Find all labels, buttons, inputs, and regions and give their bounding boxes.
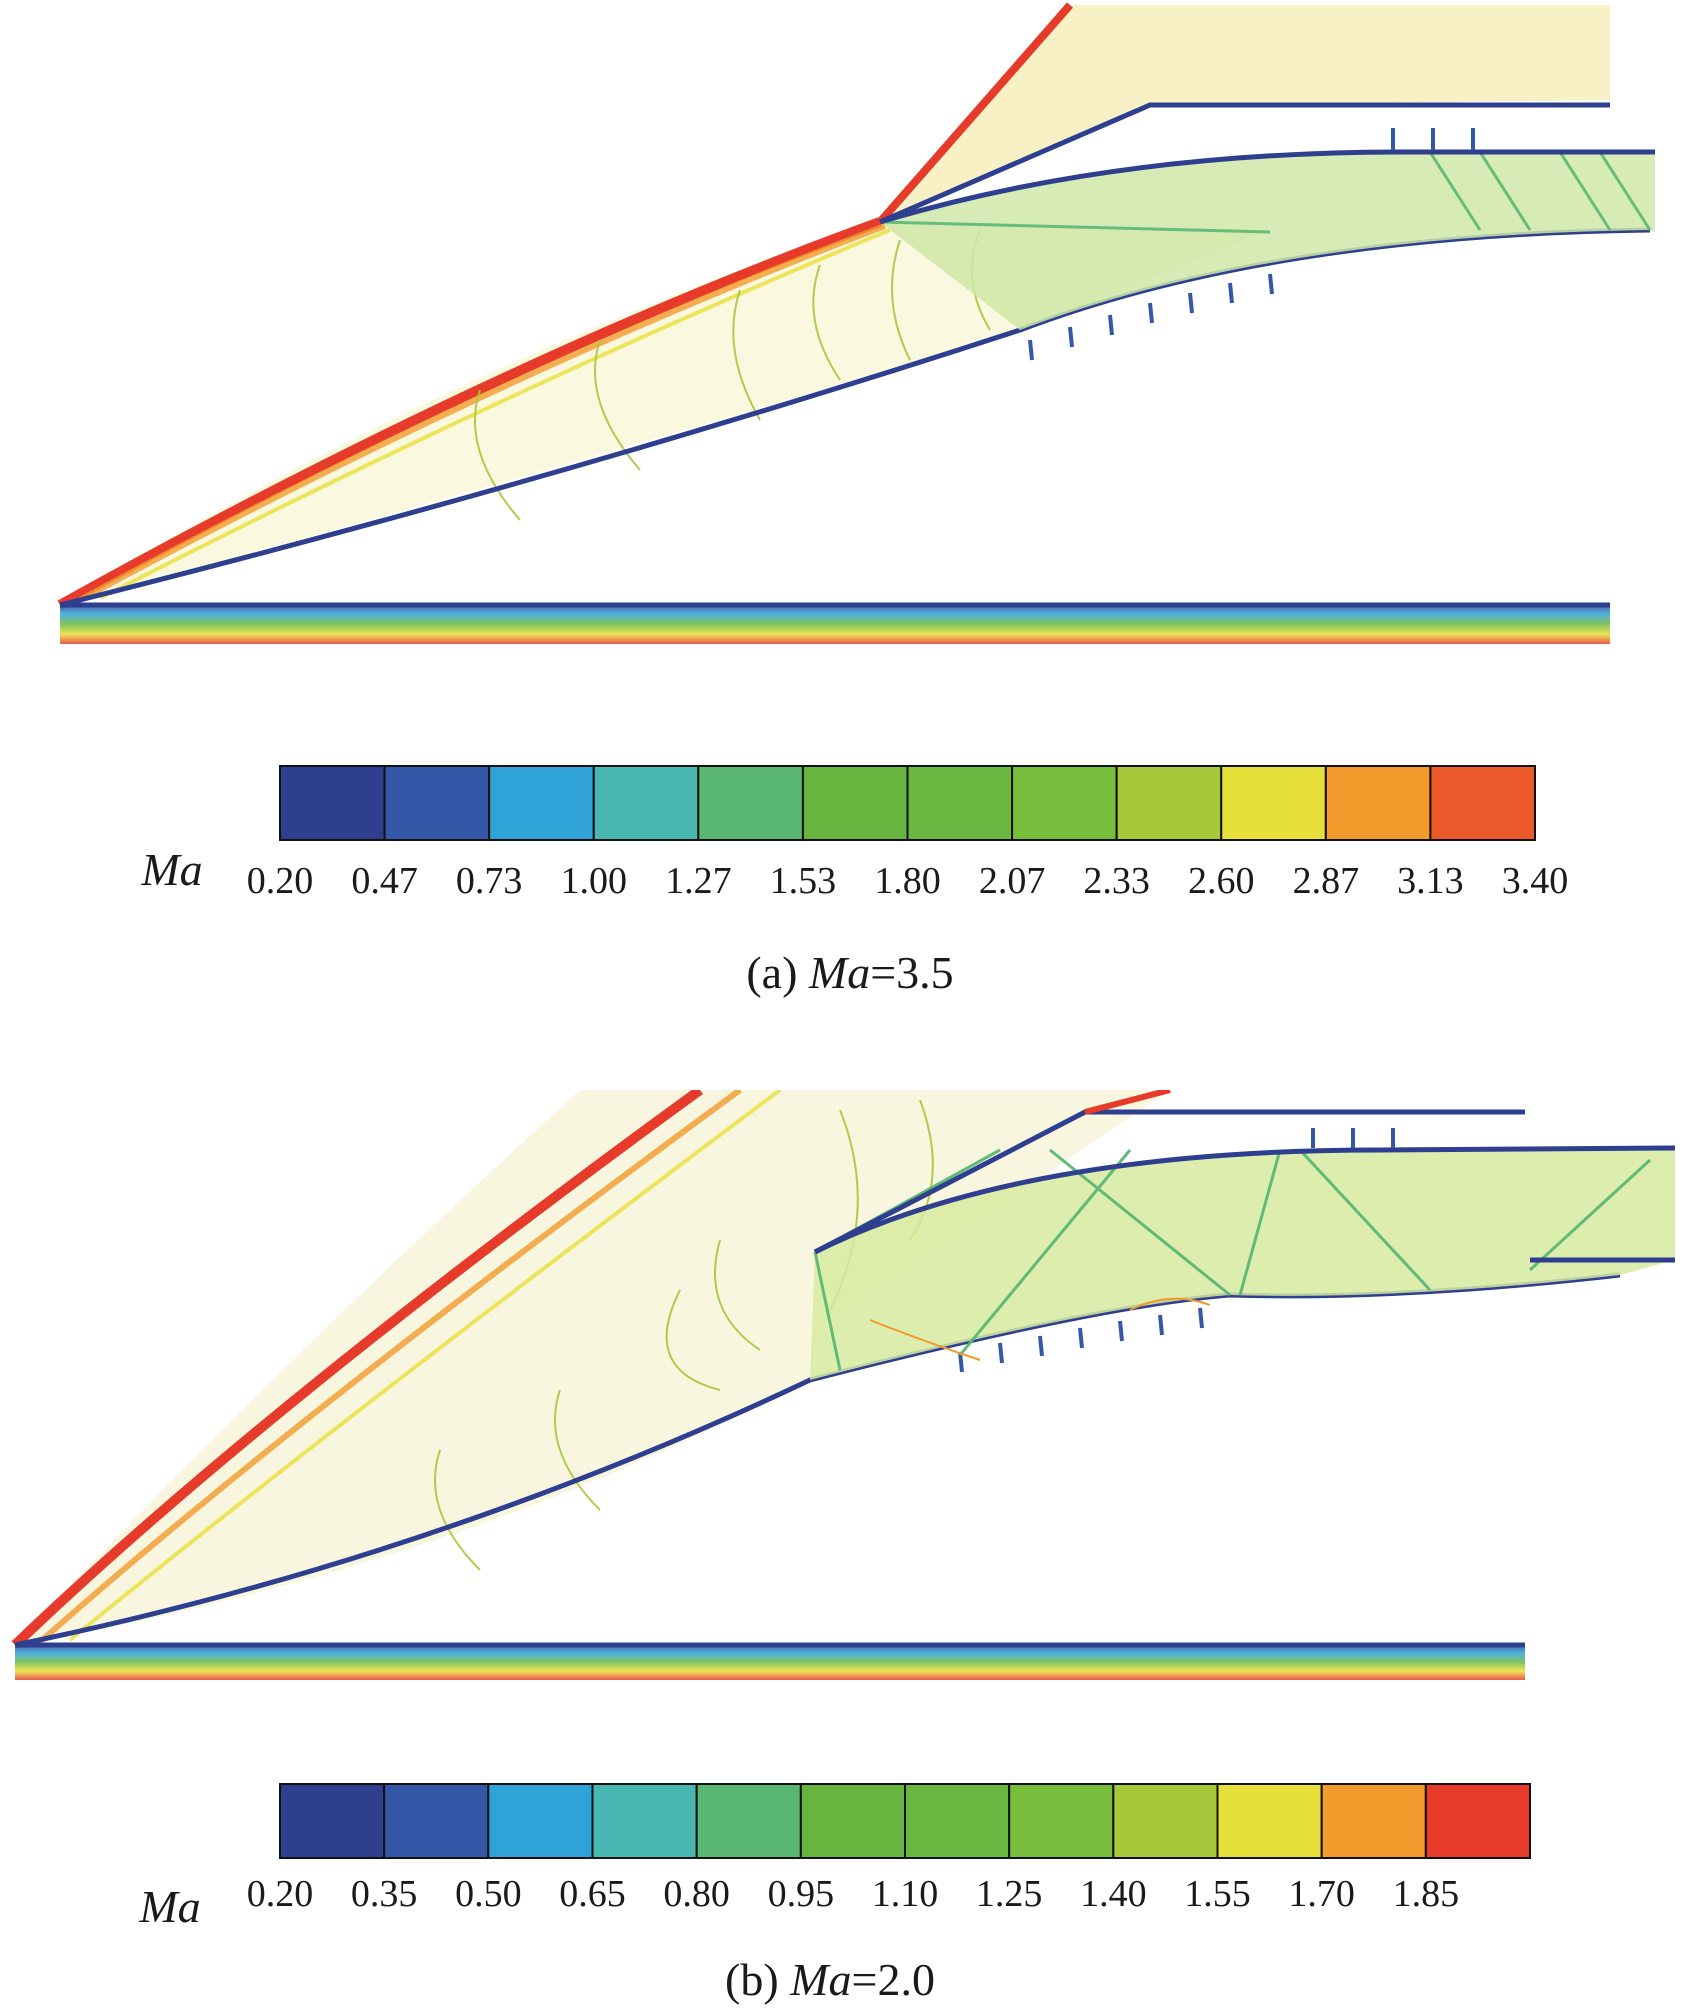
- oblique-shock-line: [57, 217, 882, 610]
- lower-wall-boundary-layer: [15, 1644, 1525, 1680]
- cowl-lower-wall: [813, 1145, 1676, 1255]
- colorbar-tick-label: 1.70: [1288, 1873, 1355, 1915]
- lower-wall-boundary-layer: [60, 604, 1610, 644]
- colorbar-tick-label: 0.95: [768, 1873, 835, 1915]
- colorbar-tick-label: 1.40: [1080, 1873, 1147, 1915]
- colorbar-segment: [279, 765, 386, 841]
- cowl-external-flow: [880, 5, 1610, 222]
- colorbar-segment: [488, 765, 595, 841]
- colorbar-segment: [591, 1783, 698, 1859]
- colorbar-segment: [1008, 1783, 1115, 1859]
- bow-shock-line: [11, 1090, 703, 1649]
- colorbar-a: [279, 765, 1536, 841]
- colorbar-tick-label: 1.25: [976, 1873, 1043, 1915]
- colorbar-segment: [1324, 765, 1432, 841]
- colorbar-tick-label: 2.07: [979, 860, 1046, 902]
- colorbar-segment: [1216, 1783, 1323, 1859]
- colorbar-segment: [383, 765, 491, 841]
- colorbar-tick-label: 1.10: [872, 1873, 939, 1915]
- panel-a: Ma 0.20 0.47 0.73 1.00 1.27 1.53 1.80 2.07 2.33 2…: [0, 0, 1701, 1000]
- colorbar-segment: [801, 765, 909, 841]
- colorbar-segment: [695, 1783, 802, 1859]
- colorbar-tick-label: 1.55: [1184, 1873, 1251, 1915]
- reflected-shocks: [879, 151, 1652, 234]
- colorbar-tick-label: 1.53: [770, 860, 837, 902]
- colorbar-tick-label: 0.20: [247, 860, 314, 902]
- separation-bubbles: [869, 1297, 1211, 1361]
- colorbar-b-label: Ma: [138, 1881, 200, 1932]
- colorbar-tick-label: 0.80: [663, 1873, 730, 1915]
- colorbar-segment: [1424, 1783, 1532, 1859]
- colorbar-tick-label: 2.87: [1293, 860, 1360, 902]
- bleed-slots-cowl: [1391, 128, 1475, 150]
- internal-duct: [810, 1148, 1675, 1380]
- colorbar-segment: [799, 1783, 906, 1859]
- colorbar-tick-label: 1.85: [1393, 1873, 1460, 1915]
- colorbar-a-ticks: 0.20 0.47 0.73 1.00 1.27 1.53 1.80 2.07 2.33 2.60…: [247, 860, 1569, 902]
- colorbar-segment: [697, 765, 804, 841]
- colorbar-segment: [279, 1783, 386, 1859]
- contour-plot-a: Ma 0.20 0.47 0.73 1.00 1.27 1.53 1.80 2.07 2.33 2…: [57, 2, 1655, 998]
- ramp-wall: [59, 227, 1651, 608]
- colorbar-a-label: Ma: [140, 844, 202, 895]
- colorbar-tick-label: 1.27: [665, 860, 732, 902]
- cowl-upper-wall: [879, 102, 1610, 225]
- colorbar-segment: [487, 1783, 594, 1859]
- colorbar-frame: [279, 765, 1536, 841]
- colorbar-tick-label: 2.33: [1083, 860, 1150, 902]
- colorbar-tick-label: 1.80: [874, 860, 941, 902]
- colorbar-tick-label: 0.47: [351, 860, 418, 902]
- colorbar-tick-label: 2.60: [1188, 860, 1255, 902]
- colorbar-segment: [1115, 765, 1223, 841]
- colorbar-tick-label: 3.40: [1502, 860, 1569, 902]
- caption-a: (a) Ma=3.5: [746, 947, 953, 998]
- panel-b: Ma 0.20 0.35 0.50 0.65 0.80 0.95 1.10 1.25 1.40 1…: [0, 1090, 1701, 2009]
- colorbar-tick-label: 0.35: [351, 1873, 418, 1915]
- colorbar-b-ticks: 0.20 0.35 0.50 0.65 0.80 0.95 1.10 1.25 1.40 1.55…: [247, 1873, 1459, 1915]
- colorbar-tick-label: 0.50: [455, 1873, 522, 1915]
- internal-duct: [880, 151, 1655, 330]
- colorbar-segment: [1112, 1783, 1219, 1859]
- colorbar-tick-label: 0.73: [456, 860, 523, 902]
- caption-b: (b) Ma=2.0: [725, 1954, 935, 2005]
- colorbar-segment: [383, 1783, 490, 1859]
- contour-plot-b: Ma 0.20 0.35 0.50 0.65 0.80 0.95 1.10 1.25 1.40 1…: [11, 1090, 1676, 2005]
- colorbar-segment: [906, 765, 1014, 841]
- colorbar-b: [279, 1783, 1532, 1859]
- colorbar-tick-label: 3.13: [1397, 860, 1464, 902]
- colorbar-tick-label: 0.20: [247, 1873, 314, 1915]
- bleed-slots-ramp: [958, 1307, 1204, 1373]
- colorbar-segment: [1429, 765, 1536, 841]
- bleed-slots-cowl: [1311, 1128, 1395, 1148]
- colorbar-segment: [904, 1783, 1011, 1859]
- colorbar-segment: [592, 765, 700, 841]
- colorbar-tick-label: 1.00: [561, 860, 628, 902]
- bleed-slots-ramp: [1028, 273, 1274, 361]
- compression-region: [60, 222, 1270, 605]
- colorbar-segment: [1011, 765, 1118, 841]
- colorbar-tick-label: 0.65: [559, 1873, 626, 1915]
- colorbar-frame: [279, 1783, 1531, 1859]
- colorbar-segment: [1320, 1783, 1427, 1859]
- colorbar-segment: [1220, 765, 1327, 841]
- cowl-lower-wall: [879, 149, 1655, 225]
